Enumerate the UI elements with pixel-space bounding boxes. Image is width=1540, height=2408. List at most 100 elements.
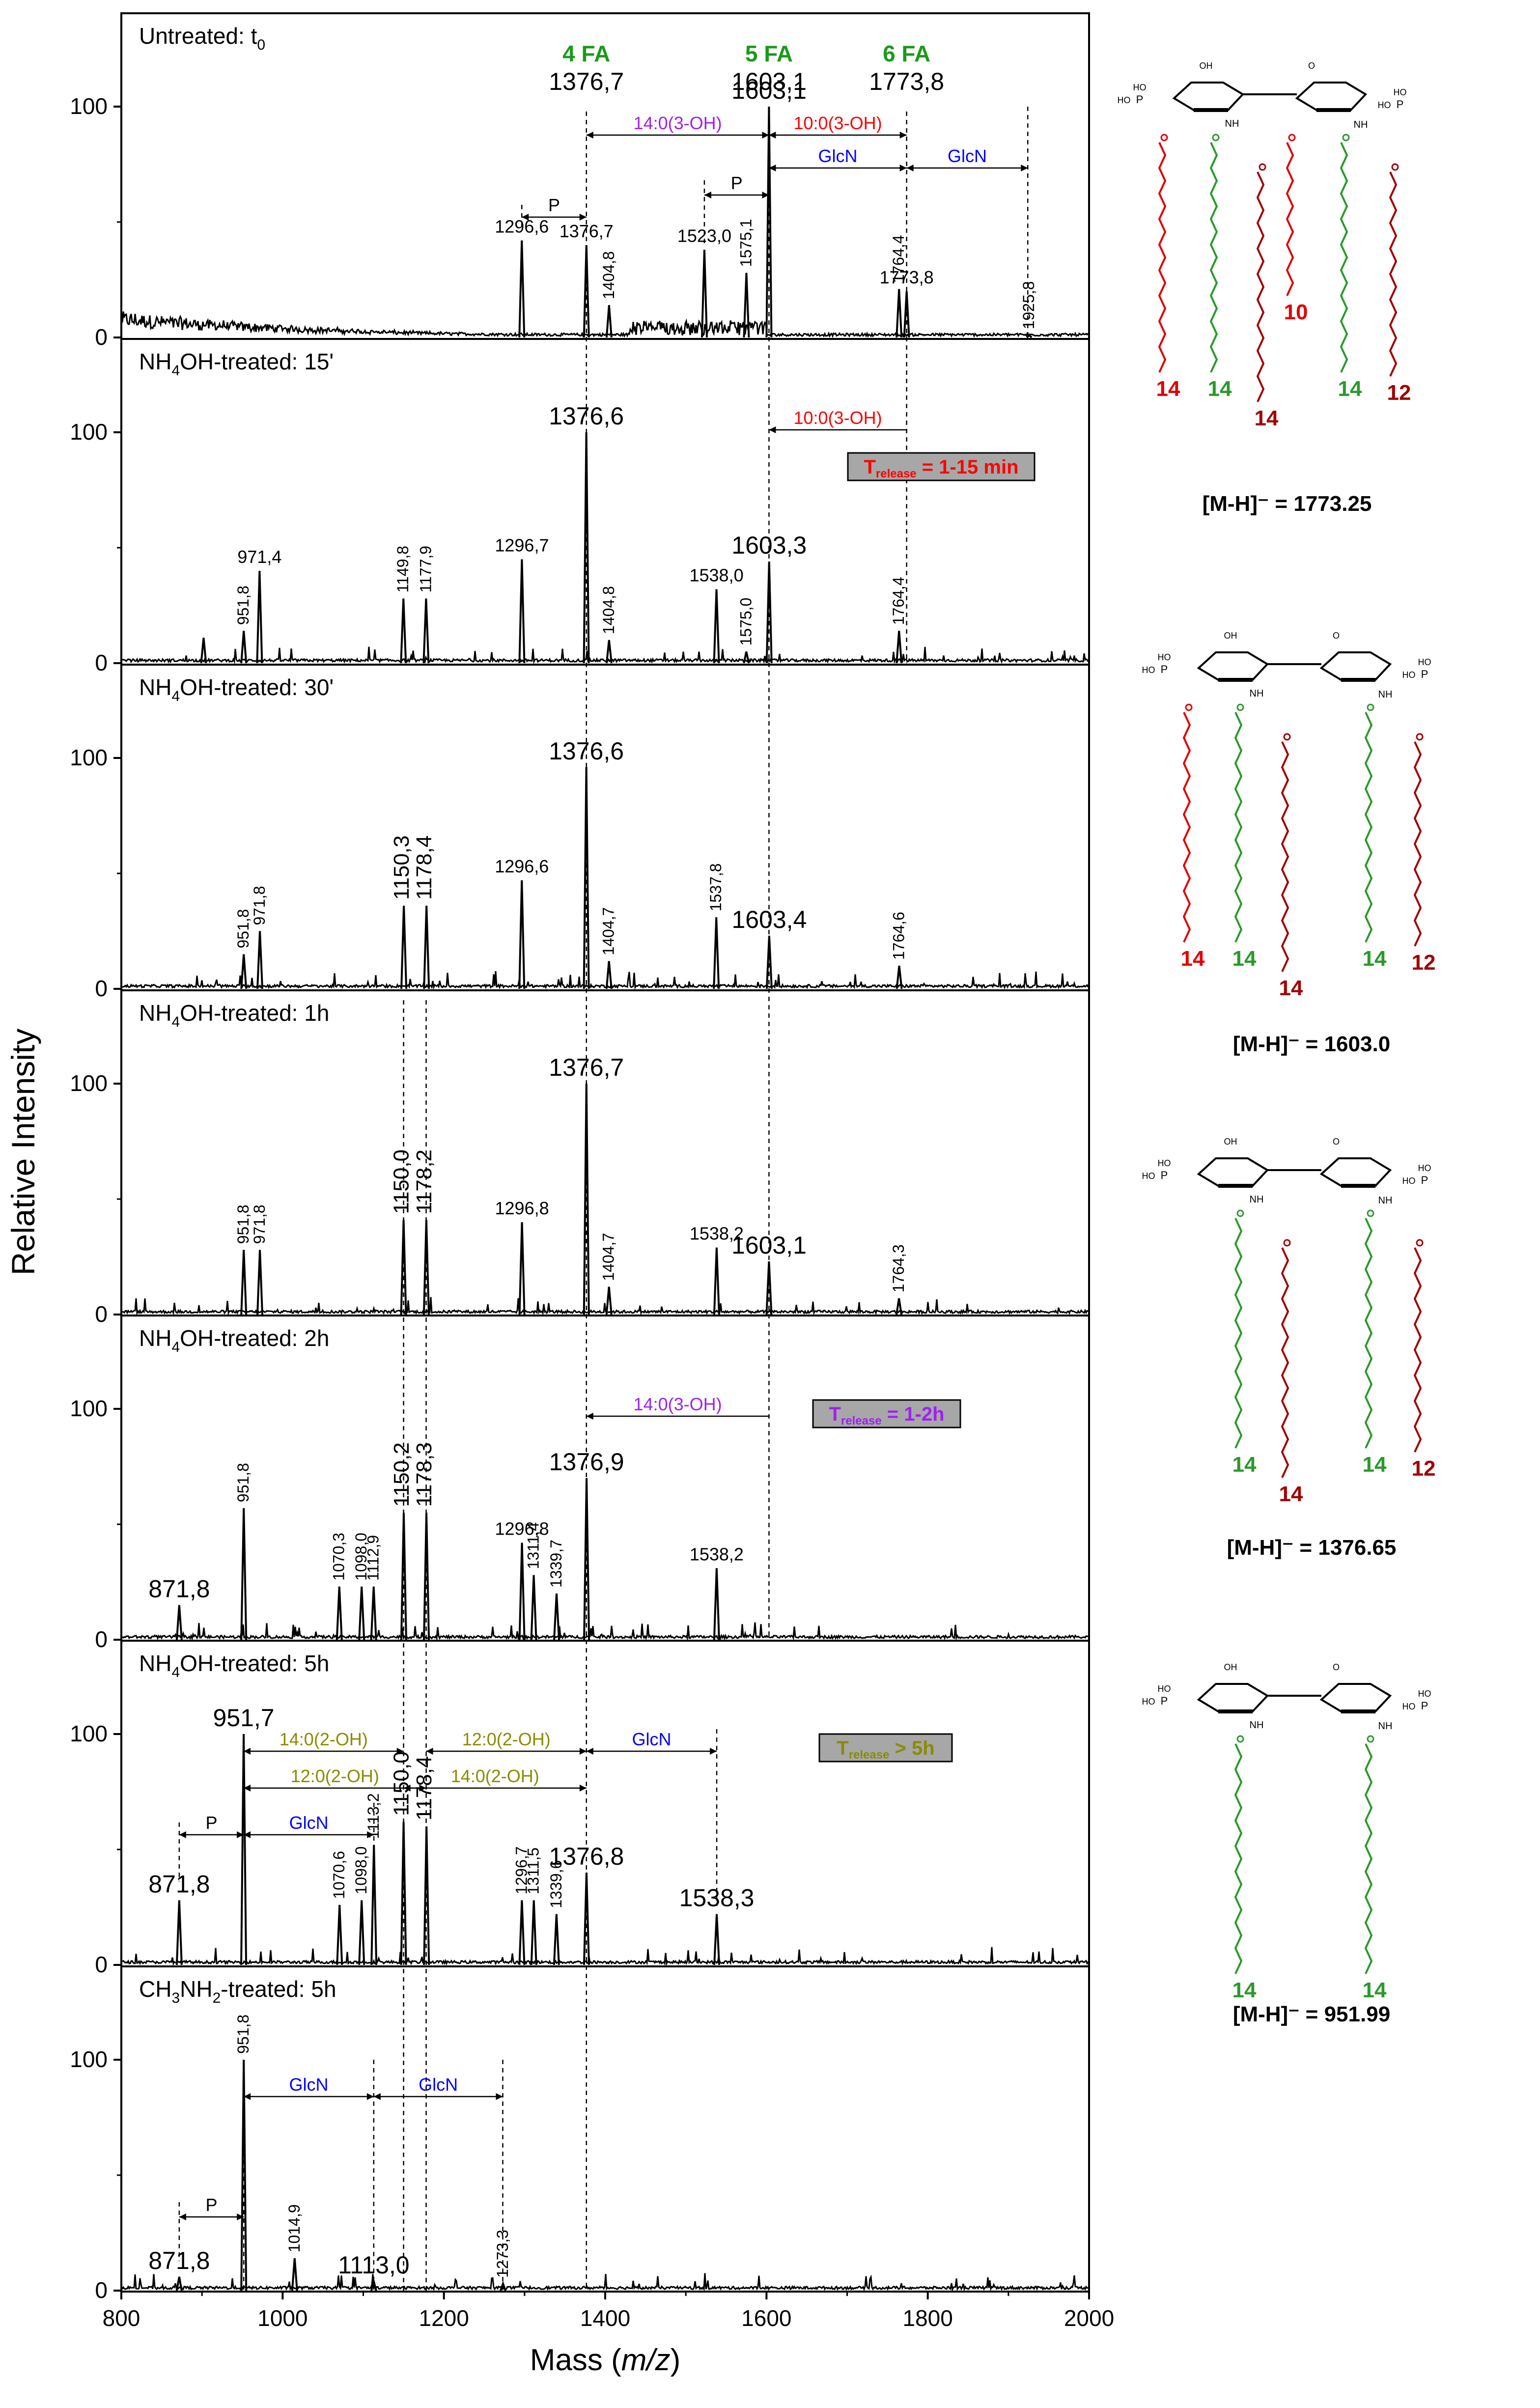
panel-title-part: 4 — [171, 1339, 180, 1355]
bracket-label: 14:0(2-OH) — [280, 1729, 368, 1749]
release-text-part: T — [829, 1403, 840, 1425]
peak-label: 1296,6 — [495, 217, 549, 237]
bracket-arrow — [762, 192, 769, 198]
peak-label: 1538,2 — [690, 1544, 744, 1564]
chain-length-label: 12 — [1412, 1456, 1436, 1481]
spectrum-panel: 0 100 NH4OH-treated: 2h 871,8 951,8 1070,3 109… — [70, 1325, 1089, 1652]
y-tick-label: 100 — [70, 2046, 108, 2072]
mass-label: [M-H]⁻ = 1773.25 — [1203, 492, 1372, 516]
spectrum-peak — [896, 965, 903, 989]
spectrum-baseline — [122, 1622, 1089, 1641]
bracket-label: 14:0(3-OH) — [634, 113, 722, 133]
spectrum-peak — [500, 2280, 506, 2291]
spectrum-peak — [358, 1586, 365, 1640]
panel-title-part: 4 — [171, 363, 180, 379]
spectrum-peak — [518, 880, 526, 989]
spectrum-peak — [518, 1542, 526, 1640]
y-tick-label: 100 — [70, 1396, 108, 1421]
y-tick-label: 0 — [95, 650, 108, 675]
bracket-arrow — [237, 1831, 244, 1838]
spectrum-peak — [240, 1508, 248, 1640]
spectrum-peak — [743, 651, 750, 664]
panel-title-part: OH-treated: 15' — [180, 349, 334, 374]
bracket-arrow — [244, 1831, 251, 1838]
sugar-ring — [1295, 82, 1368, 111]
spectrum-peak — [175, 1900, 183, 1965]
x-axis-label: Mass (m/z) — [530, 2343, 681, 2377]
amide-label: NH — [1250, 1720, 1264, 1731]
bracket-arrow — [586, 1748, 593, 1755]
peak-label: 1575,1 — [737, 219, 755, 267]
panel-title-part: 4 — [171, 1014, 180, 1030]
acyl-chain — [1364, 1743, 1373, 1974]
peak-label: 1575,0 — [737, 598, 755, 646]
bracket-arrow — [906, 165, 914, 171]
phosphate-atom: P — [1421, 668, 1428, 680]
carbonyl-mark — [1283, 1239, 1291, 1247]
hydroxyl-label: HO — [1418, 1689, 1431, 1699]
bracket-label: 12:0(2-OH) — [291, 1766, 379, 1786]
release-text-part: = 1-2h — [882, 1403, 945, 1425]
chain-length-label: 14 — [1181, 947, 1205, 971]
phosphate-atom: P — [1421, 1700, 1428, 1712]
bracket-label: P — [205, 1813, 217, 1833]
phosphate-atom: P — [1136, 93, 1144, 106]
peak-label: 1098,0 — [352, 1847, 370, 1895]
hydroxyl-label: HO — [1133, 83, 1147, 92]
carbonyl-mark — [1236, 1735, 1244, 1743]
peak-label: 971,8 — [251, 886, 268, 925]
peak-label: 1404,8 — [600, 586, 617, 634]
peak-label: 1603,1 — [731, 77, 807, 104]
phosphate-atom: P — [1161, 663, 1168, 675]
carbonyl-mark — [1259, 163, 1266, 171]
carbonyl-mark — [1367, 1209, 1374, 1217]
spectrum-peak — [896, 289, 903, 338]
y-tick-label: 100 — [70, 1070, 108, 1096]
hydroxyl-label: HO — [1142, 1171, 1155, 1181]
panel-title-part: NH — [139, 674, 171, 700]
spectrum-peak — [518, 1222, 526, 1315]
chain-length-label: 14 — [1255, 406, 1279, 430]
spectrum-baseline — [122, 646, 1089, 665]
bracket-arrow — [426, 1748, 433, 1755]
peak-label: 1376,9 — [549, 1448, 624, 1476]
chain-length-label: 14 — [1363, 1453, 1387, 1477]
bracket-arrow — [366, 2093, 374, 2100]
acyl-chain — [1234, 1743, 1243, 1974]
spectrum-peak — [400, 598, 407, 664]
spectrum-peak — [765, 106, 773, 338]
panel-title: NH4OH-treated: 1h — [139, 1000, 329, 1030]
peak-label: 951,8 — [234, 1463, 252, 1502]
chain-length-label: 10 — [1284, 300, 1308, 324]
sugar-ring — [1197, 1683, 1269, 1712]
spectrum-peak — [256, 570, 263, 664]
bracket-label: GlcN — [289, 2074, 329, 2095]
sugar-ring — [1197, 1157, 1269, 1187]
spectrum-peak — [700, 250, 708, 338]
spectrum-peak — [518, 559, 526, 664]
spectrum-peak — [358, 1900, 365, 1965]
bracket-arrow — [586, 132, 593, 139]
oxygen-label: O — [1333, 631, 1340, 641]
acyl-chain — [1281, 741, 1289, 972]
carbonyl-mark — [1185, 703, 1193, 711]
acyl-chain — [1234, 1218, 1243, 1449]
bracket-arrow — [769, 132, 776, 139]
hydroxyl-label: OH — [1224, 1662, 1237, 1672]
spectrum-baseline — [122, 971, 1089, 990]
bracket-arrow — [367, 1831, 374, 1838]
y-tick-label: 100 — [70, 745, 108, 770]
carbonyl-mark — [1283, 733, 1291, 741]
peak-label: 951,8 — [234, 586, 252, 625]
bracket-arrow — [496, 2093, 503, 2100]
amide-label: NH — [1378, 689, 1393, 700]
spectrum-peak — [896, 631, 903, 664]
y-tick-label: 100 — [70, 93, 108, 119]
spectrum-peak — [583, 1872, 590, 1965]
spectrum-peak — [175, 1605, 183, 1640]
bracket-arrow — [769, 426, 776, 433]
peak-label: 1603,4 — [731, 906, 807, 933]
spectrum-peak — [713, 589, 720, 664]
panel-title-part: 0 — [257, 37, 265, 53]
